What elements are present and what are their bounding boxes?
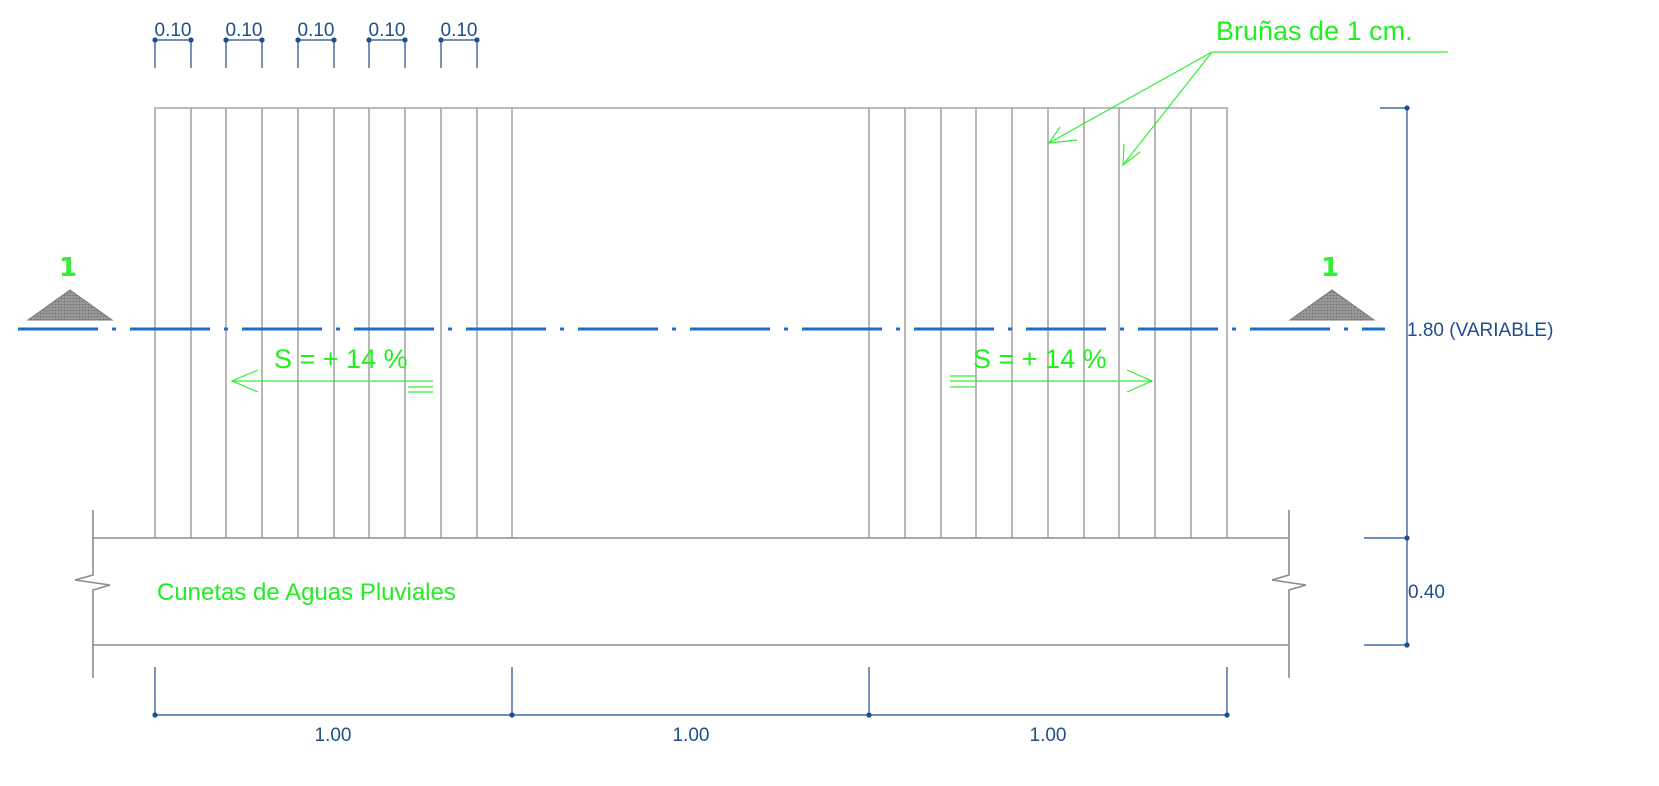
bottom-dim-1: 1.00 bbox=[315, 725, 352, 746]
section-label-left: 1 bbox=[59, 253, 77, 283]
top-dim-5: 0.10 bbox=[441, 20, 478, 41]
slope-left: S = + 14 % bbox=[230, 344, 433, 393]
slope-left-label: S = + 14 % bbox=[274, 344, 408, 374]
gutter-label: Cunetas de Aguas Pluviales bbox=[157, 579, 456, 606]
top-dim-2: 0.10 bbox=[226, 20, 263, 41]
right-dimension-chain: 1.80 (VARIABLE) 0.40 bbox=[1364, 105, 1553, 648]
base-dim: 0.40 bbox=[1408, 582, 1445, 603]
bottom-dim-2: 1.00 bbox=[673, 725, 710, 746]
top-dim-3: 0.10 bbox=[298, 20, 335, 41]
top-dim-4: 0.10 bbox=[369, 20, 406, 41]
section-cut-1-1: 1 1 bbox=[18, 253, 1385, 331]
groove-note: Bruñas de 1 cm. bbox=[1047, 16, 1448, 167]
slope-right-label: S = + 14 % bbox=[973, 344, 1107, 374]
section-marker-right-icon bbox=[1288, 289, 1376, 321]
groove-note-label: Bruñas de 1 cm. bbox=[1216, 16, 1413, 46]
height-dim: 1.80 (VARIABLE) bbox=[1407, 320, 1553, 341]
section-marker-left-icon bbox=[26, 289, 114, 321]
bottom-dim-3: 1.00 bbox=[1030, 725, 1067, 746]
ramp-plan-outline bbox=[154, 107, 1228, 538]
bottom-dimension-chain: 1.00 1.00 1.00 bbox=[152, 667, 1230, 746]
slope-right: S = + 14 % bbox=[950, 344, 1154, 393]
section-label-right: 1 bbox=[1321, 253, 1339, 283]
top-dimension-chain: 0.10 0.10 0.10 0.10 0.10 bbox=[152, 20, 480, 68]
gutter: Cunetas de Aguas Pluviales bbox=[74, 510, 1307, 678]
top-dim-1: 0.10 bbox=[155, 20, 192, 41]
